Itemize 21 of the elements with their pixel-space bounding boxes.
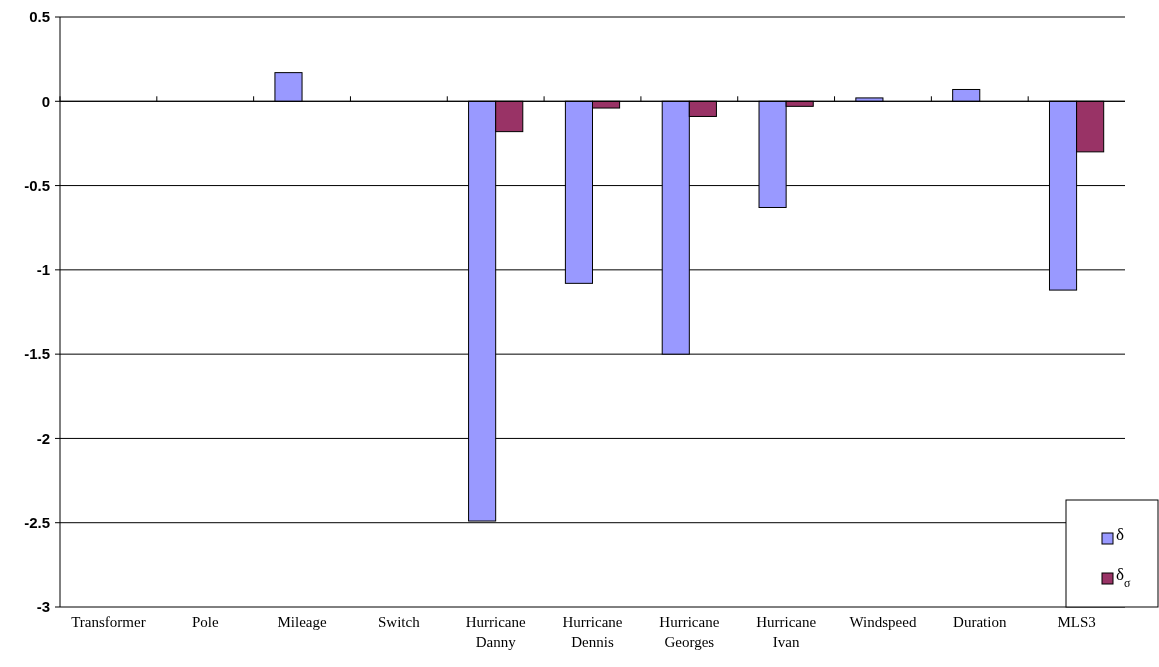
x-tick-label: Switch	[378, 614, 421, 630]
x-tick-label: Pole	[191, 614, 219, 630]
x-tick-label: Transformer	[71, 614, 146, 630]
x-tick-label: Mileage	[277, 614, 327, 630]
y-tick-label: -2.5	[24, 513, 50, 531]
x-tick-label: Hurricane Georges	[659, 614, 720, 650]
x-tick-label: Hurricane Ivan	[756, 614, 817, 650]
x-tick-label: Windspeed	[849, 614, 917, 630]
y-tick-label: -2	[36, 429, 50, 447]
x-tick-label: Duration	[953, 614, 1007, 630]
y-tick-label: 0	[41, 92, 50, 110]
x-tick-label: Hurricane Dennis	[562, 614, 623, 650]
y-tick-label: -1.5	[24, 345, 50, 363]
legend-label: δ	[1116, 525, 1125, 544]
x-tick-label: Hurricane Danny	[465, 614, 526, 650]
y-tick-label: 0.5	[29, 8, 50, 26]
y-tick-label: -0.5	[24, 176, 50, 194]
legend-label: δ$_{σ}$	[1116, 565, 1132, 590]
y-tick-label: -3	[36, 598, 50, 616]
x-tick-label: MLS3	[1057, 614, 1096, 630]
y-tick-label: -1	[36, 261, 50, 279]
